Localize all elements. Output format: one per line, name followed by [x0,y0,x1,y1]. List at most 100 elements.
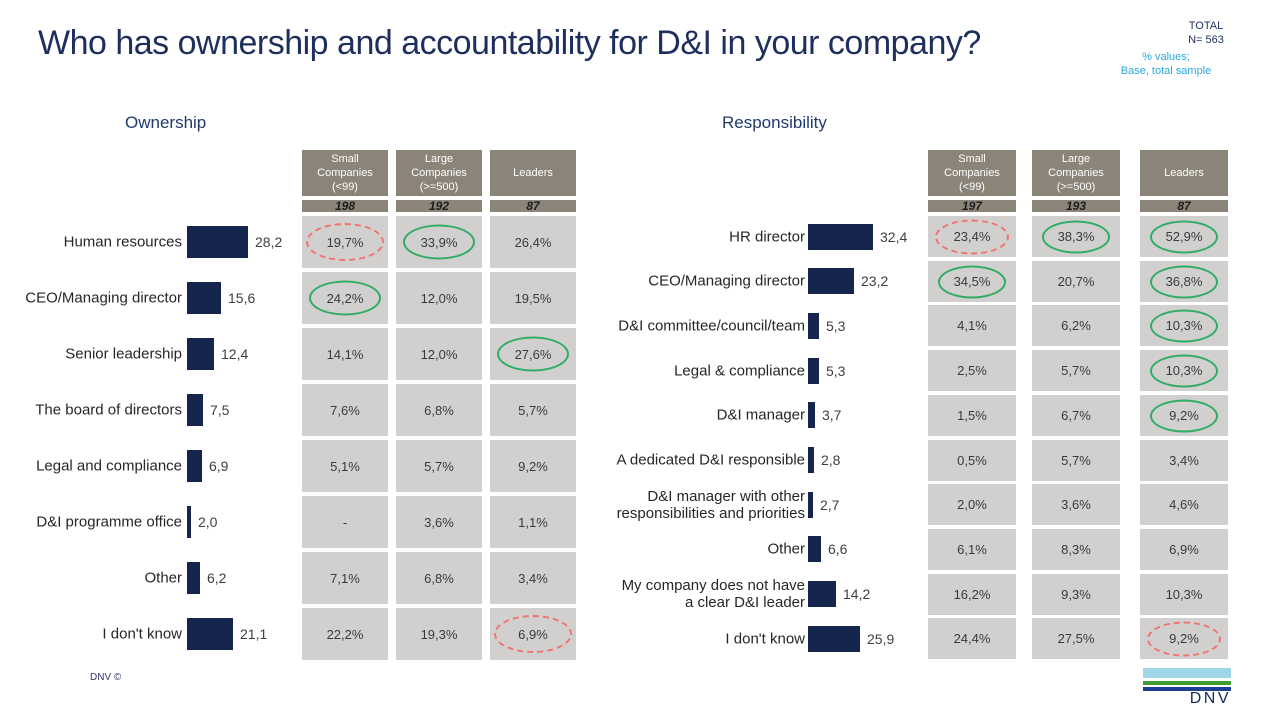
table-cell-value: 12,0% [420,346,458,362]
bar [808,447,814,473]
bar [187,282,221,314]
table-cell-value: 20,7% [1057,274,1095,289]
table-cell-value: 5,7% [424,458,454,474]
table-cell-value: - [342,514,348,530]
category-label: Other [767,540,805,558]
table-cell: 12,0% [396,272,482,324]
category-label: CEO/Managing director [25,289,182,307]
table-cell-value: 5,7% [1061,363,1091,378]
table-cell: 23,4% [928,216,1016,257]
category-label: My company does not have a clear D&I lea… [621,576,805,612]
table-cell: 10,3% [1140,305,1228,346]
total-sample-block: TOTAL N= 563 [1164,20,1248,48]
table-cell-value: 3,4% [1169,453,1199,468]
table-cell-value: 1,1% [518,514,548,530]
bar-value-label: 23,2 [861,273,889,290]
table-cell: 3,6% [396,496,482,548]
table-cell: 5,7% [396,440,482,492]
table-n-responsibility-1: 193 [1032,200,1120,212]
table-cell-value: 10,3% [1165,587,1203,602]
table-cell: 1,1% [490,496,576,548]
table-cell: 3,6% [1032,484,1120,525]
table-cell: 38,3% [1032,216,1120,257]
table-cell: 20,7% [1032,261,1120,302]
bar [808,224,873,250]
table-cell: 7,6% [302,384,388,436]
table-cell: 9,2% [1140,395,1228,436]
red-dashed-circle-annotation [494,615,572,653]
table-cell: 3,4% [1140,440,1228,481]
category-label: D&I manager [716,406,805,424]
table-cell-value: 3,6% [1061,497,1091,512]
category-label: Senior leadership [65,345,182,363]
bar [808,268,854,294]
table-header-ownership-0: Small Companies (<99) [302,150,388,196]
table-cell: 5,7% [1032,350,1120,391]
table-cell-value: 6,1% [957,542,987,557]
bar-value-label: 2,0 [198,514,218,530]
bar [808,581,836,607]
table-cell: 22,2% [302,608,388,660]
table-cell-value: 2,0% [957,497,987,512]
table-cell: 2,0% [928,484,1016,525]
table-n-ownership-2: 87 [490,200,576,212]
table-cell: 52,9% [1140,216,1228,257]
table-cell-value: 4,1% [957,318,987,333]
table-cell-value: 6,9% [1169,542,1199,557]
green-circle-annotation [1042,220,1110,253]
note-base: Base, total sample [1120,65,1212,78]
table-cell-value: 27,5% [1057,631,1095,646]
total-label: TOTAL [1188,20,1224,32]
table-cell-value: 19,5% [514,290,552,306]
table-n-ownership-0: 198 [302,200,388,212]
red-dashed-circle-annotation [1147,621,1221,656]
table-cell-value: 6,8% [424,402,454,418]
base-note: % values; Base, total sample [1086,50,1246,79]
bar [808,402,815,428]
table-cell-value: 16,2% [953,587,991,602]
bar-value-label: 6,2 [207,570,227,586]
table-cell: 5,7% [490,384,576,436]
dnv-logo-sky-bar [1143,668,1231,678]
table-cell-value: 12,0% [420,290,458,306]
table-cell-value: 0,5% [957,453,987,468]
bar [808,536,821,562]
table-cell: 8,3% [1032,529,1120,570]
table-cell-value: 3,4% [518,570,548,586]
table-cell-value: 4,6% [1169,497,1199,512]
bar [187,506,191,538]
dnv-logo-blue-bar [1143,687,1231,691]
table-header-responsibility-0: Small Companies (<99) [928,150,1016,196]
table-cell: 6,2% [1032,305,1120,346]
category-label: Other [144,569,182,587]
note-values: % values; [1142,51,1190,63]
table-cell-value: 1,5% [957,408,987,423]
bar-value-label: 15,6 [228,290,256,306]
copyright-text: DNV © [90,672,122,683]
table-cell: 16,2% [928,574,1016,615]
bar-value-label: 5,3 [826,362,846,379]
table-cell: 5,7% [1032,440,1120,481]
table-cell: 24,4% [928,618,1016,659]
category-label: HR director [729,227,805,245]
table-cell-value: 9,2% [518,458,548,474]
bar-value-label: 21,1 [240,626,268,642]
dnv-logo-text: DNV [1189,690,1231,707]
table-cell-value: 19,3% [420,626,458,642]
table-cell-value: 6,2% [1061,318,1091,333]
category-label: I don't know [725,630,805,648]
category-label: CEO/Managing director [648,272,805,290]
table-cell-value: 26,4% [514,234,552,250]
green-circle-annotation [403,224,475,260]
dnv-logo-green-bar [1143,681,1231,685]
green-circle-annotation [1150,399,1218,432]
green-circle-annotation [1150,220,1218,253]
table-cell: 19,3% [396,608,482,660]
bar-value-label: 3,7 [822,407,842,424]
table-cell: 6,1% [928,529,1016,570]
table-cell-value: 3,6% [424,514,454,530]
table-cell: 2,5% [928,350,1016,391]
category-label: D&I programme office [36,513,182,531]
category-label: A dedicated D&I responsible [616,451,805,469]
table-cell: 7,1% [302,552,388,604]
